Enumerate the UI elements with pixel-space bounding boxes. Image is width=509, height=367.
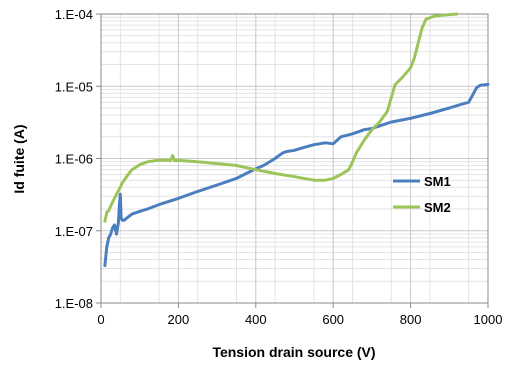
y-tick-label: 1.E-05 xyxy=(55,79,93,94)
x-tick-label: 200 xyxy=(168,312,190,327)
y-tick-label: 1.E-06 xyxy=(55,152,93,167)
series-lines xyxy=(103,12,490,267)
x-tick-label: 600 xyxy=(322,312,344,327)
y-tick-label: 1.E-04 xyxy=(55,7,93,22)
x-tick-label: 0 xyxy=(97,312,104,327)
legend-label-sm2: SM2 xyxy=(424,200,451,215)
x-tick-label: 800 xyxy=(400,312,422,327)
y-tick-label: 1.E-08 xyxy=(55,296,93,311)
x-tick-label: 400 xyxy=(245,312,267,327)
x-axis-ticks: 0 200 400 600 800 1000 xyxy=(97,303,502,327)
legend-label-sm1: SM1 xyxy=(424,174,451,189)
x-axis-title: Tension drain source (V) xyxy=(212,344,375,360)
y-tick-label: 1.E-07 xyxy=(55,224,93,239)
x-tick-label: 1000 xyxy=(474,312,503,327)
series-line-sm2 xyxy=(103,12,459,223)
series-line-sm1 xyxy=(103,82,490,267)
minor-grid xyxy=(101,14,488,303)
y-axis-ticks: 1.E-08 1.E-07 1.E-06 1.E-05 1.E-04 xyxy=(55,7,101,311)
legend: SM1 SM2 xyxy=(393,174,451,215)
y-axis-title: Id fuite (A) xyxy=(11,124,27,193)
